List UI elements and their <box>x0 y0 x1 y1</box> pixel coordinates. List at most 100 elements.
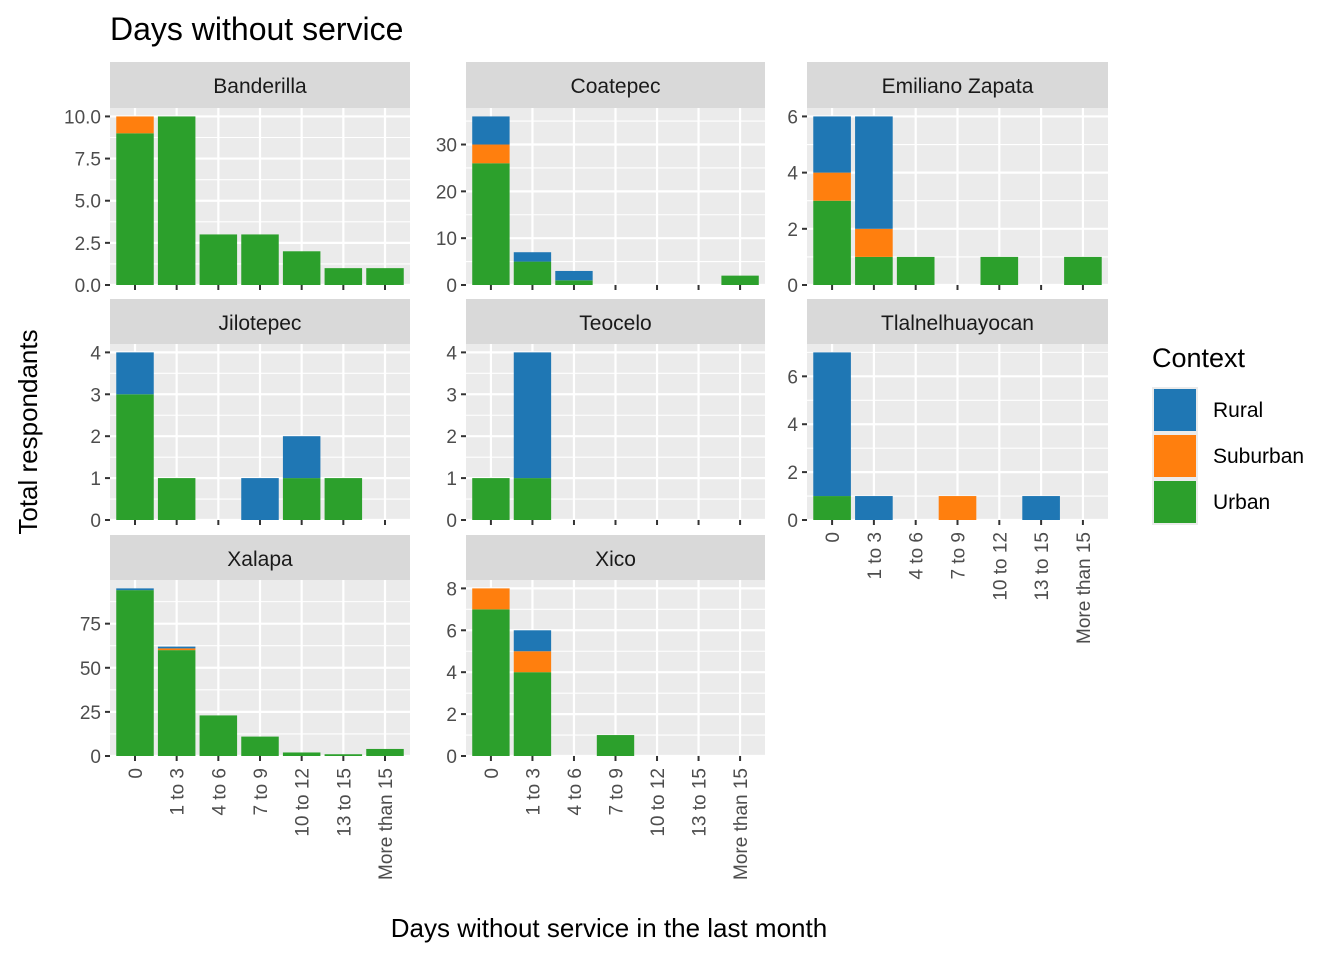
bar-rural-1-to-3 <box>513 252 552 262</box>
bar-urban-1-to-3 <box>157 478 196 520</box>
panels: Banderilla0.02.55.07.510.0Coatepec010203… <box>64 62 1108 880</box>
y-tick-label: 1 <box>90 469 101 490</box>
bar-urban-1-to-3 <box>513 261 552 285</box>
x-tick-label: 0 <box>823 532 844 543</box>
y-tick-label: 50 <box>80 659 101 680</box>
x-tick-label: 4 to 6 <box>907 532 928 580</box>
y-tick-label: 4 <box>446 663 457 684</box>
legend-title: Context <box>1152 343 1246 373</box>
bar-rural-13-to-15 <box>1022 496 1060 520</box>
bar-rural-0 <box>116 588 154 591</box>
legend-label-rural: Rural <box>1213 399 1263 422</box>
y-tick-label: 10 <box>436 229 457 250</box>
facet-strip <box>466 535 765 580</box>
x-tick-label: 7 to 9 <box>251 768 272 816</box>
bar-rural-0 <box>472 116 510 145</box>
facet-label: Xico <box>595 548 636 571</box>
x-tick-label: 1 to 3 <box>523 768 544 816</box>
facet-label: Banderilla <box>213 75 307 98</box>
facet-jilotepec: Jilotepec 0 1 2 3 4 <box>90 299 410 532</box>
facet-strip <box>110 299 410 344</box>
legend: Context Rural Suburban Urban <box>1152 343 1304 525</box>
y-tick-label: 10.0 <box>64 107 101 128</box>
bar-rural-0 <box>813 116 851 173</box>
facet-strip <box>807 62 1108 108</box>
y-tick-label: 20 <box>436 182 457 203</box>
y-tick-label: 75 <box>80 615 101 636</box>
facet-banderilla: Banderilla 0.0 2.5 5.0 7.5 10.0 <box>64 62 410 297</box>
facet-emiliano-zapata: Emiliano Zapata 0 2 4 6 <box>787 62 1108 297</box>
bar-rural-1-to-3 <box>855 116 893 229</box>
bar-urban-1-to-3 <box>513 478 552 520</box>
y-tick-label: 3 <box>90 385 101 406</box>
bar-suburban-0 <box>813 172 851 201</box>
y-tick-label: 0 <box>787 511 798 532</box>
x-tick-label: 4 to 6 <box>209 768 230 816</box>
y-tick-label: 0 <box>90 511 101 532</box>
x-tick-label: 7 to 9 <box>607 768 628 816</box>
bar-urban-7-to-9 <box>596 735 635 756</box>
legend-label-suburban: Suburban <box>1213 445 1304 468</box>
bar-suburban-1-to-3 <box>513 651 552 673</box>
x-tick-label: 4 to 6 <box>565 768 586 816</box>
bar-urban-0 <box>116 590 154 756</box>
bar-suburban-0 <box>116 116 154 134</box>
facet-xalapa: Xalapa 0 25 50 75 0 1 to 3 4 to 6 7 to 9 10 to 12… <box>80 535 410 880</box>
bar-rural-4-to-6 <box>555 270 593 281</box>
y-tick-label: 6 <box>446 621 457 642</box>
legend-swatch-rural <box>1154 389 1196 431</box>
x-tick-label: 10 to 12 <box>293 768 314 837</box>
legend-swatch-urban <box>1154 481 1196 523</box>
bar-suburban-0 <box>472 588 510 610</box>
bar-rural-0 <box>813 352 851 497</box>
bar-urban-13-to-15 <box>324 754 363 756</box>
y-tick-label: 2.5 <box>75 234 101 255</box>
bar-rural-1-to-3 <box>157 646 196 649</box>
x-axis-title: Days without service in the last month <box>391 913 827 943</box>
bar-rural-10-to-12 <box>282 436 321 479</box>
bar-suburban-1-to-3 <box>855 228 893 257</box>
y-tick-label: 2 <box>787 220 798 241</box>
bar-urban-1-to-3 <box>157 116 196 285</box>
y-tick-label: 0 <box>446 747 457 768</box>
bar-urban-1-to-3 <box>157 650 196 756</box>
bar-urban-4-to-6 <box>555 280 593 285</box>
facet-xico: Xico 0 2 4 6 8 0 1 to 3 4 to 6 7 to 9 10 to 12 13 t… <box>446 535 765 880</box>
y-tick-label: 0.0 <box>75 276 101 297</box>
x-tick-label: More than 15 <box>731 768 752 880</box>
x-tick-label: More than 15 <box>376 768 397 880</box>
x-tick-label: 10 to 12 <box>990 532 1011 601</box>
bar-urban-13-to-15 <box>324 268 363 285</box>
bar-rural-1-to-3 <box>513 630 552 652</box>
x-tick-label: 1 to 3 <box>168 768 189 816</box>
x-tick-label: 13 to 15 <box>334 768 355 837</box>
facet-label: Coatepec <box>571 75 661 98</box>
bar-urban-0 <box>116 133 154 285</box>
bar-rural-0 <box>116 352 154 395</box>
facet-strip <box>807 299 1108 344</box>
facet-coatepec: Coatepec 0 10 20 30 <box>436 62 765 297</box>
y-tick-label: 0 <box>787 276 798 297</box>
bar-urban-7-to-9 <box>241 736 279 756</box>
y-tick-label: 6 <box>787 107 798 128</box>
bar-urban-4-to-6 <box>896 256 935 285</box>
facet-label: Xalapa <box>227 548 293 571</box>
bar-urban-more-than-15 <box>1064 256 1102 285</box>
y-tick-label: 2 <box>90 427 101 448</box>
y-tick-label: 0 <box>90 747 101 768</box>
bar-urban-0 <box>472 609 510 756</box>
facet-label: Tlalnelhuayocan <box>881 312 1034 335</box>
bar-rural-1-to-3 <box>855 496 893 520</box>
y-tick-label: 2 <box>446 427 457 448</box>
bar-urban-more-than-15 <box>366 748 404 756</box>
facet-label: Teocelo <box>579 312 651 335</box>
x-tick-label: More than 15 <box>1074 532 1095 644</box>
facet-strip <box>466 62 765 108</box>
bar-urban-0 <box>472 163 510 285</box>
bar-rural-1-to-3 <box>513 352 552 479</box>
x-tick-label: 0 <box>126 768 147 779</box>
facet-label: Jilotepec <box>219 312 302 335</box>
bar-urban-1-to-3 <box>855 256 893 285</box>
legend-label-urban: Urban <box>1213 491 1270 514</box>
